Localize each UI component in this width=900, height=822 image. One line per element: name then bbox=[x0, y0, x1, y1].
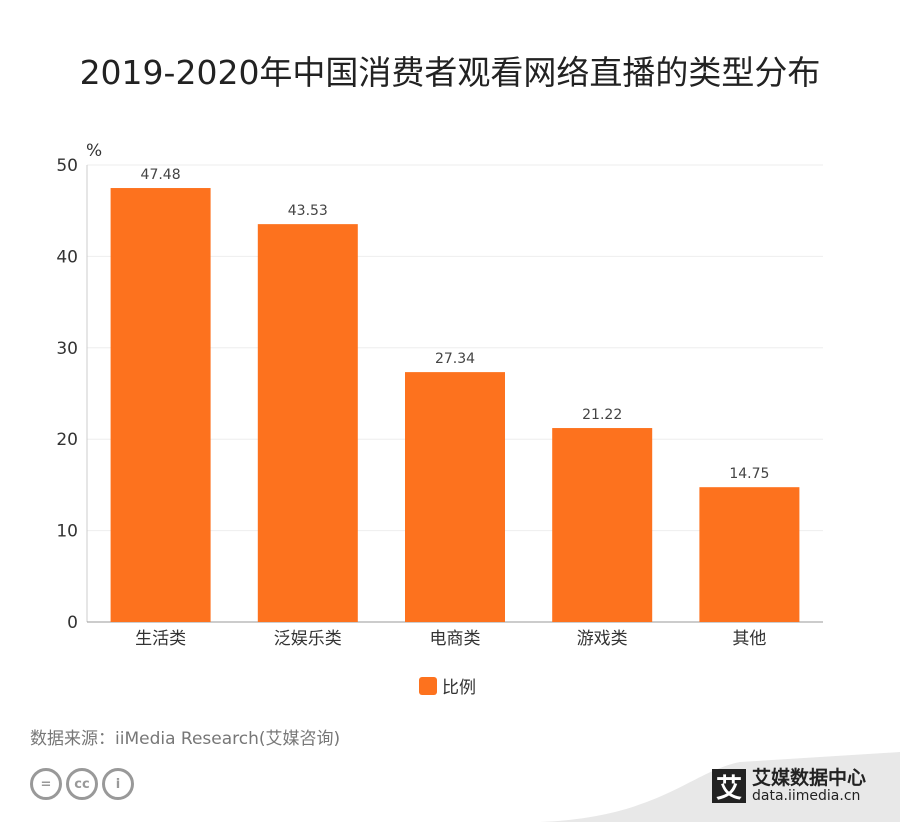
bar bbox=[552, 428, 653, 622]
y-tick-label: 0 bbox=[67, 613, 78, 633]
y-axis-unit: % bbox=[86, 141, 102, 161]
x-tick-label: 电商类 bbox=[430, 629, 481, 649]
x-tick-label: 其他 bbox=[732, 629, 766, 649]
data-label: 27.34 bbox=[435, 351, 475, 367]
y-tick-label: 10 bbox=[56, 522, 78, 542]
legend-label: 比例 bbox=[442, 678, 476, 698]
data-label: 14.75 bbox=[729, 466, 769, 482]
x-tick-label: 泛娱乐类 bbox=[274, 629, 342, 649]
y-tick-label: 50 bbox=[56, 156, 78, 176]
license-icons: = cc i bbox=[30, 768, 134, 800]
y-tick-label: 30 bbox=[56, 339, 78, 359]
y-tick-label: 20 bbox=[56, 430, 78, 450]
x-tick-label: 游戏类 bbox=[577, 629, 628, 649]
cc-icon: cc bbox=[66, 768, 98, 800]
data-label: 47.48 bbox=[141, 167, 181, 183]
bar bbox=[257, 224, 358, 622]
bar-chart: 0 10 20 30 40 50% 47.48 生活类 43.53 泛娱乐类 27.34 电商类 21.… bbox=[56, 141, 823, 698]
bar bbox=[405, 372, 505, 622]
brand-mark: 艾 bbox=[712, 769, 746, 804]
bar bbox=[699, 487, 800, 622]
brand-logo: 艾 艾媒数据中心 data.iimedia.cn bbox=[712, 768, 866, 804]
brand-url: data.iimedia.cn bbox=[752, 788, 861, 804]
legend-swatch bbox=[419, 677, 437, 695]
data-label: 43.53 bbox=[288, 203, 328, 219]
x-tick-label: 生活类 bbox=[135, 629, 186, 649]
y-tick-label: 40 bbox=[56, 247, 78, 267]
equals-icon: = bbox=[30, 768, 62, 800]
person-icon: i bbox=[102, 768, 134, 800]
bar bbox=[110, 188, 211, 622]
chart-title: 2019-2020年中国消费者观看网络直播的类型分布 bbox=[79, 53, 821, 92]
data-label: 21.22 bbox=[582, 407, 622, 423]
brand-name: 艾媒数据中心 bbox=[752, 767, 867, 789]
data-source: 数据来源：iiMedia Research(艾媒咨询) bbox=[30, 729, 341, 749]
